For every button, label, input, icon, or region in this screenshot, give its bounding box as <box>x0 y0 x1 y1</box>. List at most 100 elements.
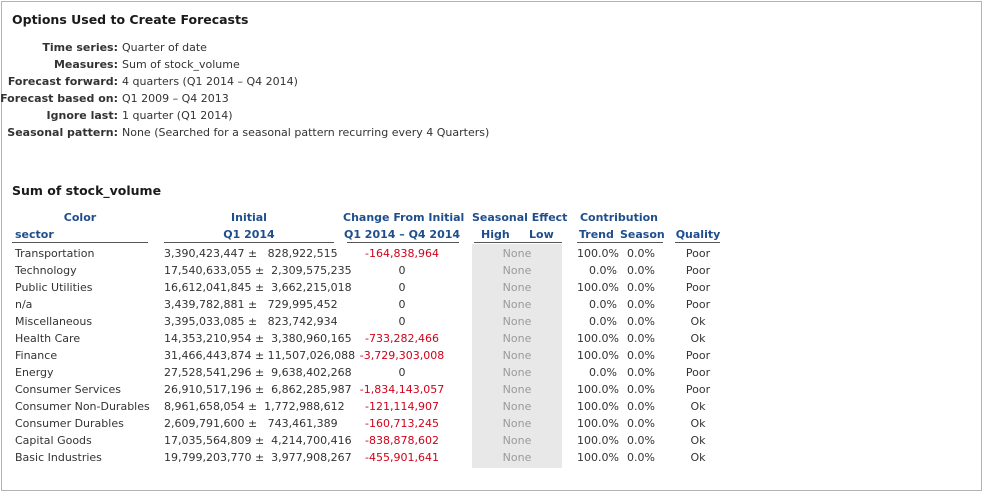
row-sector: Consumer Durables <box>15 417 124 430</box>
seasonal-effect-column-bg <box>472 244 562 468</box>
row-season-contribution: 0.0% <box>627 400 655 413</box>
row-change-value: -1,834,143,057 <box>359 383 445 396</box>
row-initial-value: 3,395,033,085 ± 823,742,934 <box>164 315 338 328</box>
row-season-contribution: 0.0% <box>627 451 655 464</box>
row-season-contribution: 0.0% <box>627 298 655 311</box>
row-seasonal-effect: None <box>502 451 532 464</box>
row-initial-value: 19,799,203,770 ± 3,977,908,267 <box>164 451 352 464</box>
row-quality: Ok <box>690 451 706 464</box>
option-value-seasonal-pattern: None (Searched for a seasonal pattern re… <box>122 126 490 139</box>
option-value-forecast-forward: 4 quarters (Q1 2014 – Q4 2014) <box>122 75 298 88</box>
row-trend-contribution: 100.0% <box>577 349 619 362</box>
row-season-contribution: 0.0% <box>627 366 655 379</box>
row-season-contribution: 0.0% <box>627 332 655 345</box>
row-season-contribution: 0.0% <box>627 383 655 396</box>
row-trend-contribution: 100.0% <box>577 400 619 413</box>
row-initial-value: 17,540,633,055 ± 2,309,575,235 <box>164 264 352 277</box>
option-value-ignore-last: 1 quarter (Q1 2014) <box>122 109 233 122</box>
row-change-value: 0 <box>398 264 406 277</box>
option-value-time-series: Quarter of date <box>122 41 207 54</box>
row-sector: Miscellaneous <box>15 315 93 328</box>
row-seasonal-effect: None <box>502 315 532 328</box>
header-color: Color <box>63 211 97 224</box>
row-quality: Poor <box>685 247 711 260</box>
row-seasonal-effect: None <box>502 434 532 447</box>
header-contribution: Contribution <box>579 211 659 224</box>
header-quality: Quality <box>675 228 721 241</box>
row-quality: Ok <box>690 417 706 430</box>
row-trend-contribution: 100.0% <box>577 247 619 260</box>
header-seasonal-effect: Seasonal Effect <box>472 211 568 224</box>
row-sector: Consumer Non-Durables <box>15 400 150 413</box>
row-trend-contribution: 100.0% <box>577 383 619 396</box>
row-change-value: 0 <box>398 366 406 379</box>
row-quality: Poor <box>685 366 711 379</box>
row-change-value: -164,838,964 <box>365 247 439 260</box>
row-trend-contribution: 0.0% <box>589 264 617 277</box>
row-seasonal-effect: None <box>502 264 532 277</box>
row-change-value: 0 <box>398 315 406 328</box>
row-sector: Technology <box>15 264 77 277</box>
row-trend-contribution: 100.0% <box>577 281 619 294</box>
row-seasonal-effect: None <box>502 383 532 396</box>
row-initial-value: 16,612,041,845 ± 3,662,215,018 <box>164 281 352 294</box>
row-trend-contribution: 0.0% <box>589 315 617 328</box>
row-season-contribution: 0.0% <box>627 417 655 430</box>
header-underline <box>12 242 148 243</box>
row-quality: Ok <box>690 400 706 413</box>
option-value-measures: Sum of stock_volume <box>122 58 240 71</box>
header-sector: sector <box>15 228 54 241</box>
row-sector: Energy <box>15 366 54 379</box>
header-underline <box>164 242 334 243</box>
row-seasonal-effect: None <box>502 247 532 260</box>
row-trend-contribution: 100.0% <box>577 434 619 447</box>
option-label-seasonal-pattern: Seasonal pattern: <box>7 126 118 139</box>
row-change-value: -455,901,641 <box>365 451 439 464</box>
row-sector: Health Care <box>15 332 81 345</box>
row-quality: Poor <box>685 349 711 362</box>
header-seasonal-low: Low <box>529 228 554 241</box>
header-underline <box>474 242 562 243</box>
row-sector: Finance <box>15 349 58 362</box>
row-sector: Consumer Services <box>15 383 121 396</box>
row-change-value: -3,729,303,008 <box>359 349 445 362</box>
option-label-time-series: Time series: <box>42 41 118 54</box>
row-change-value: 0 <box>398 281 406 294</box>
option-value-forecast-based-on: Q1 2009 – Q4 2013 <box>122 92 229 105</box>
row-seasonal-effect: None <box>502 400 532 413</box>
option-label-forecast-based-on: Forecast based on: <box>0 92 118 105</box>
option-label-measures: Measures: <box>53 58 118 71</box>
row-season-contribution: 0.0% <box>627 281 655 294</box>
header-underline <box>675 242 720 243</box>
row-season-contribution: 0.0% <box>627 247 655 260</box>
header-trend: Trend <box>579 228 614 241</box>
row-initial-value: 26,910,517,196 ± 6,862,285,987 <box>164 383 352 396</box>
row-initial-value: 3,439,782,881 ± 729,995,452 <box>164 298 338 311</box>
row-initial-value: 14,353,210,954 ± 3,380,960,165 <box>164 332 352 345</box>
header-initial: Initial <box>231 211 267 224</box>
row-change-value: -121,114,907 <box>365 400 439 413</box>
row-initial-value: 2,609,791,600 ± 743,461,389 <box>164 417 338 430</box>
row-sector: Basic Industries <box>15 451 102 464</box>
row-trend-contribution: 100.0% <box>577 417 619 430</box>
row-quality: Poor <box>685 383 711 396</box>
header-change: Change From Initial <box>343 211 465 224</box>
header-season: Season <box>620 228 665 241</box>
option-label-forecast-forward: Forecast forward: <box>7 75 118 88</box>
table-title: Sum of stock_volume <box>12 183 162 198</box>
row-seasonal-effect: None <box>502 298 532 311</box>
row-initial-value: 27,528,541,296 ± 9,638,402,268 <box>164 366 352 379</box>
header-initial-period: Q1 2014 <box>223 228 275 241</box>
row-initial-value: 3,390,423,447 ± 828,922,515 <box>164 247 338 260</box>
header-seasonal-high: High <box>481 228 510 241</box>
row-quality: Poor <box>685 298 711 311</box>
row-season-contribution: 0.0% <box>627 434 655 447</box>
header-underline <box>577 242 663 243</box>
header-underline <box>347 242 459 243</box>
row-quality: Ok <box>690 315 706 328</box>
option-label-ignore-last: Ignore last: <box>46 109 118 122</box>
row-season-contribution: 0.0% <box>627 264 655 277</box>
row-sector: Transportation <box>15 247 95 260</box>
row-quality: Poor <box>685 264 711 277</box>
